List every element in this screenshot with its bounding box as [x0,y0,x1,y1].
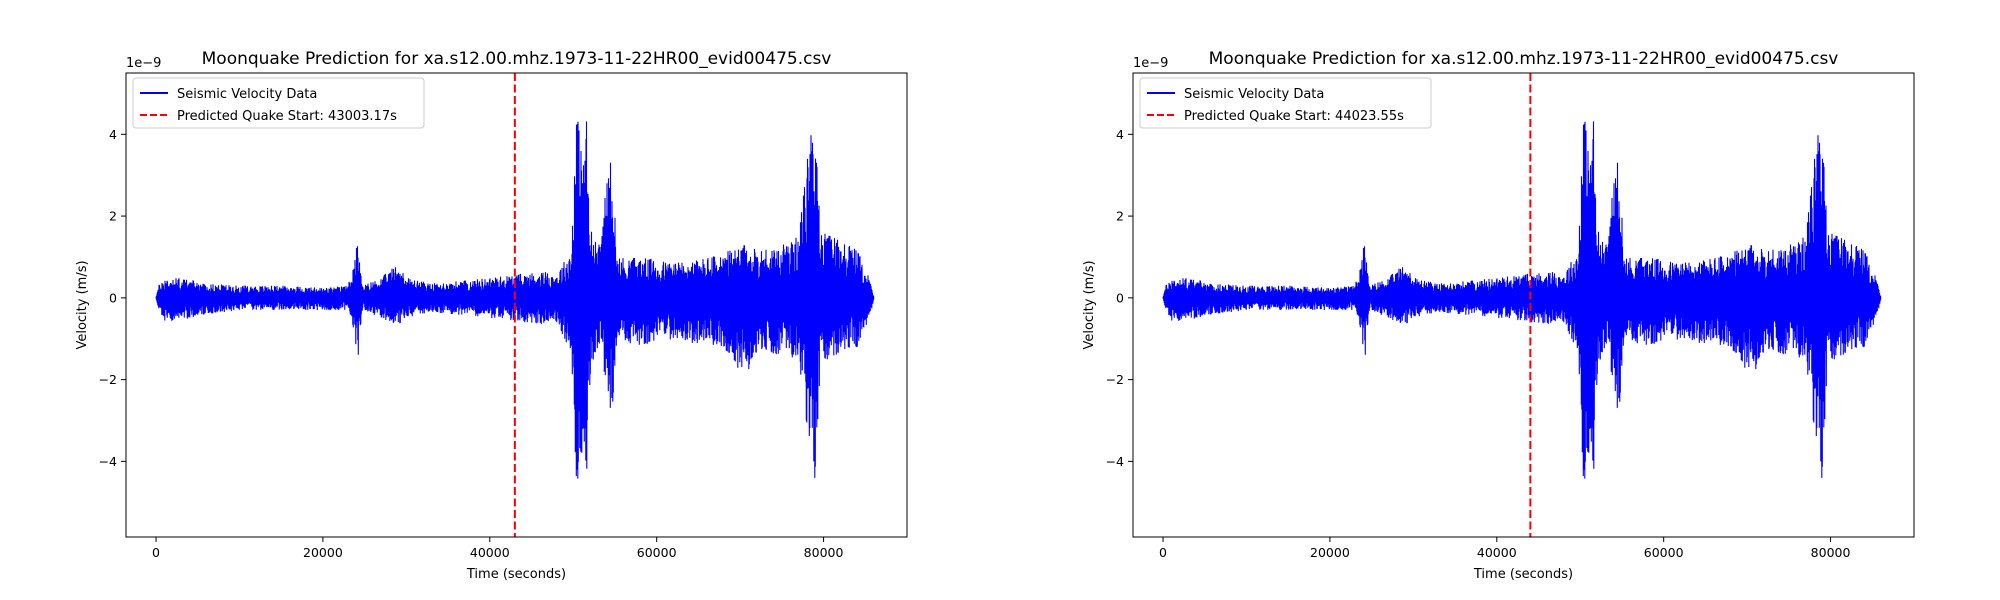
y-offset-text: 1e−9 [1133,56,1168,71]
legend-box [132,77,425,129]
x-tick-label: 40000 [470,545,510,560]
y-offset-text: 1e−9 [126,56,161,71]
y-tick-label: −2 [99,372,117,387]
x-tick-label: 0 [1159,545,1167,560]
legend-label-predicted: Predicted Quake Start: 43003.17s [177,109,397,124]
y-tick-label: 4 [109,127,117,142]
legend: Seismic Velocity Data Predicted Quake Sta… [132,77,425,129]
seismic-velocity-line [1162,121,1882,479]
plot-frame [1132,72,1915,538]
y-tick-label: 2 [1116,209,1124,224]
plot-frame [125,72,908,538]
x-axis-label: Time (seconds) [1473,567,1573,582]
chart-right: 0 20000 40000 60000 80000 4 2 0 −2 −4 1e−9 Moonquak… [1082,49,1915,582]
y-axis-label: Velocity (m/s) [75,260,90,349]
y-tick-label: 4 [1116,127,1124,142]
chart-title: Moonquake Prediction for xa.s12.00.mhz.1… [1209,49,1839,69]
y-tick-label: 0 [1116,290,1124,305]
y-tick-label: −4 [1106,454,1124,469]
legend-label-predicted: Predicted Quake Start: 44023.55s [1184,109,1404,124]
chart-title: Moonquake Prediction for xa.s12.00.mhz.1… [202,49,832,69]
legend: Seismic Velocity Data Predicted Quake Sta… [1139,77,1432,129]
chart-left: 0 20000 40000 60000 80000 4 2 0 −2 −4 1e−9 Moonquak… [75,49,908,582]
x-tick-label: 60000 [637,545,677,560]
y-tick-label: 2 [109,209,117,224]
legend-box [1139,77,1432,129]
x-tick-label: 0 [152,545,160,560]
x-tick-label: 80000 [1811,545,1851,560]
x-axis-label: Time (seconds) [466,567,566,582]
y-tick-label: −4 [99,454,117,469]
legend-label-seismic: Seismic Velocity Data [177,87,317,102]
y-tick-label: 0 [109,290,117,305]
y-tick-label: −2 [1106,372,1124,387]
x-tick-label: 20000 [303,545,343,560]
x-tick-label: 40000 [1477,545,1517,560]
legend-label-seismic: Seismic Velocity Data [1184,87,1324,102]
x-tick-label: 60000 [1644,545,1684,560]
y-axis-label: Velocity (m/s) [1082,260,1097,349]
x-tick-label: 20000 [1310,545,1350,560]
x-tick-label: 80000 [804,545,844,560]
